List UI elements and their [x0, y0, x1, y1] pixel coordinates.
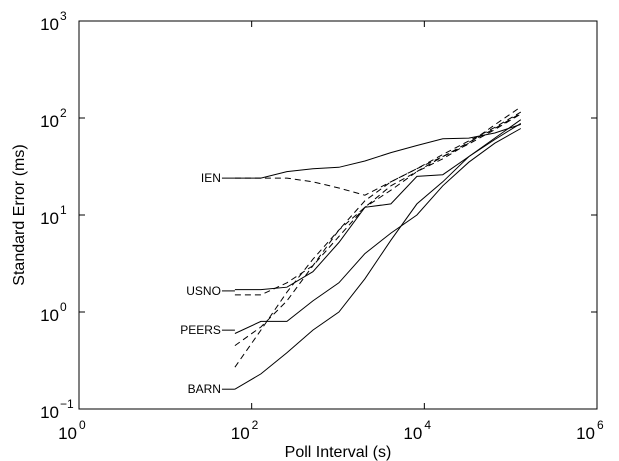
series-line-1: [234, 123, 521, 179]
series-annotation: IEN: [201, 171, 221, 185]
series-line-7: [234, 112, 522, 368]
y-tick-label: 10: [40, 306, 59, 325]
x-tick-exponent: 0: [79, 418, 86, 432]
y-tick-exponent: −1: [60, 397, 74, 411]
y-axis-label: Standard Error (ms): [11, 144, 28, 285]
series-layer: [234, 106, 522, 390]
y-tick-label: 10: [40, 403, 59, 422]
x-axis-ticks: 10 0 10 2 10 4 10 6: [58, 21, 604, 443]
series-line-8: [234, 122, 522, 390]
x-tick-label: 10: [576, 424, 595, 443]
series-annotation: PEERS: [180, 323, 221, 337]
x-tick-label: 10: [231, 424, 250, 443]
x-tick-exponent: 6: [597, 418, 604, 432]
series-line-5: [234, 128, 522, 334]
y-tick-exponent: 2: [60, 106, 67, 120]
x-tick-exponent: 2: [252, 418, 259, 432]
x-tick-label: 10: [403, 424, 422, 443]
series-line-4: [234, 106, 522, 296]
y-tick-label: 10: [40, 209, 59, 228]
y-tick-exponent: 3: [60, 9, 67, 23]
plot-frame: [78, 20, 598, 410]
series-annotation: BARN: [188, 382, 221, 396]
series-line-2: [234, 113, 522, 196]
y-tick-exponent: 0: [60, 300, 67, 314]
series-line-3: [234, 119, 522, 291]
y-tick-label: 10: [40, 112, 59, 131]
series-annotation: USNO: [186, 284, 221, 298]
y-tick-label: 10: [40, 15, 59, 34]
annotation-layer: IEN USNO PEERS BARN: [180, 171, 235, 396]
x-axis-label: Poll Interval (s): [285, 444, 392, 461]
series-line-6: [234, 111, 522, 347]
y-tick-exponent: 1: [60, 203, 67, 217]
x-tick-exponent: 4: [424, 418, 431, 432]
x-tick-label: 10: [58, 424, 77, 443]
